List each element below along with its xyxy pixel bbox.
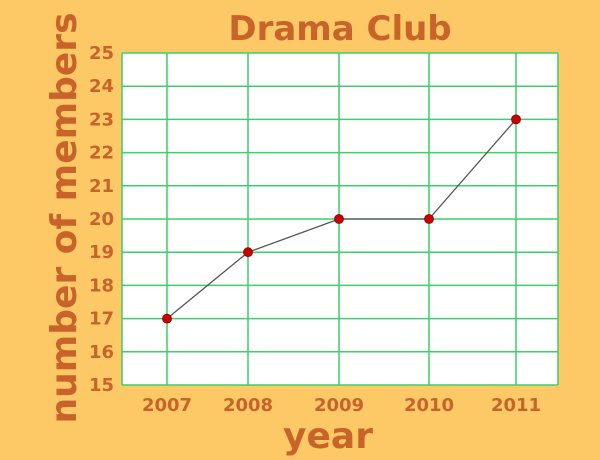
data-point (424, 214, 434, 224)
y-tick-labels: 15 16 17 18 19 20 21 22 23 24 25 (89, 43, 114, 396)
series-members (162, 114, 521, 324)
x-tick-label: 2010 (404, 395, 454, 416)
x-tick-label: 2007 (142, 395, 192, 416)
x-axis-title: year (283, 416, 373, 457)
y-tick-label: 17 (89, 309, 114, 330)
y-tick-label: 15 (89, 375, 114, 396)
y-tick-label: 16 (89, 342, 114, 363)
y-axis-title: number of members (44, 13, 85, 424)
x-tick-label: 2011 (491, 395, 541, 416)
y-tick-label: 21 (89, 176, 114, 197)
y-tick-label: 25 (89, 43, 114, 64)
y-tick-label: 18 (89, 275, 114, 296)
x-tick-labels: 2007 2008 2009 2010 2011 (142, 395, 541, 416)
y-tick-label: 19 (89, 242, 114, 263)
y-tick-label: 23 (89, 109, 114, 130)
y-tick-label: 20 (89, 209, 114, 230)
data-point (162, 313, 172, 324)
y-tick-label: 24 (89, 76, 114, 97)
data-point (334, 214, 344, 224)
y-tick-label: 22 (89, 143, 114, 164)
data-point (511, 114, 521, 125)
data-point (243, 247, 253, 258)
x-tick-label: 2008 (223, 395, 273, 416)
x-tick-label: 2009 (314, 395, 364, 416)
chart-title: Drama Club (228, 9, 451, 49)
